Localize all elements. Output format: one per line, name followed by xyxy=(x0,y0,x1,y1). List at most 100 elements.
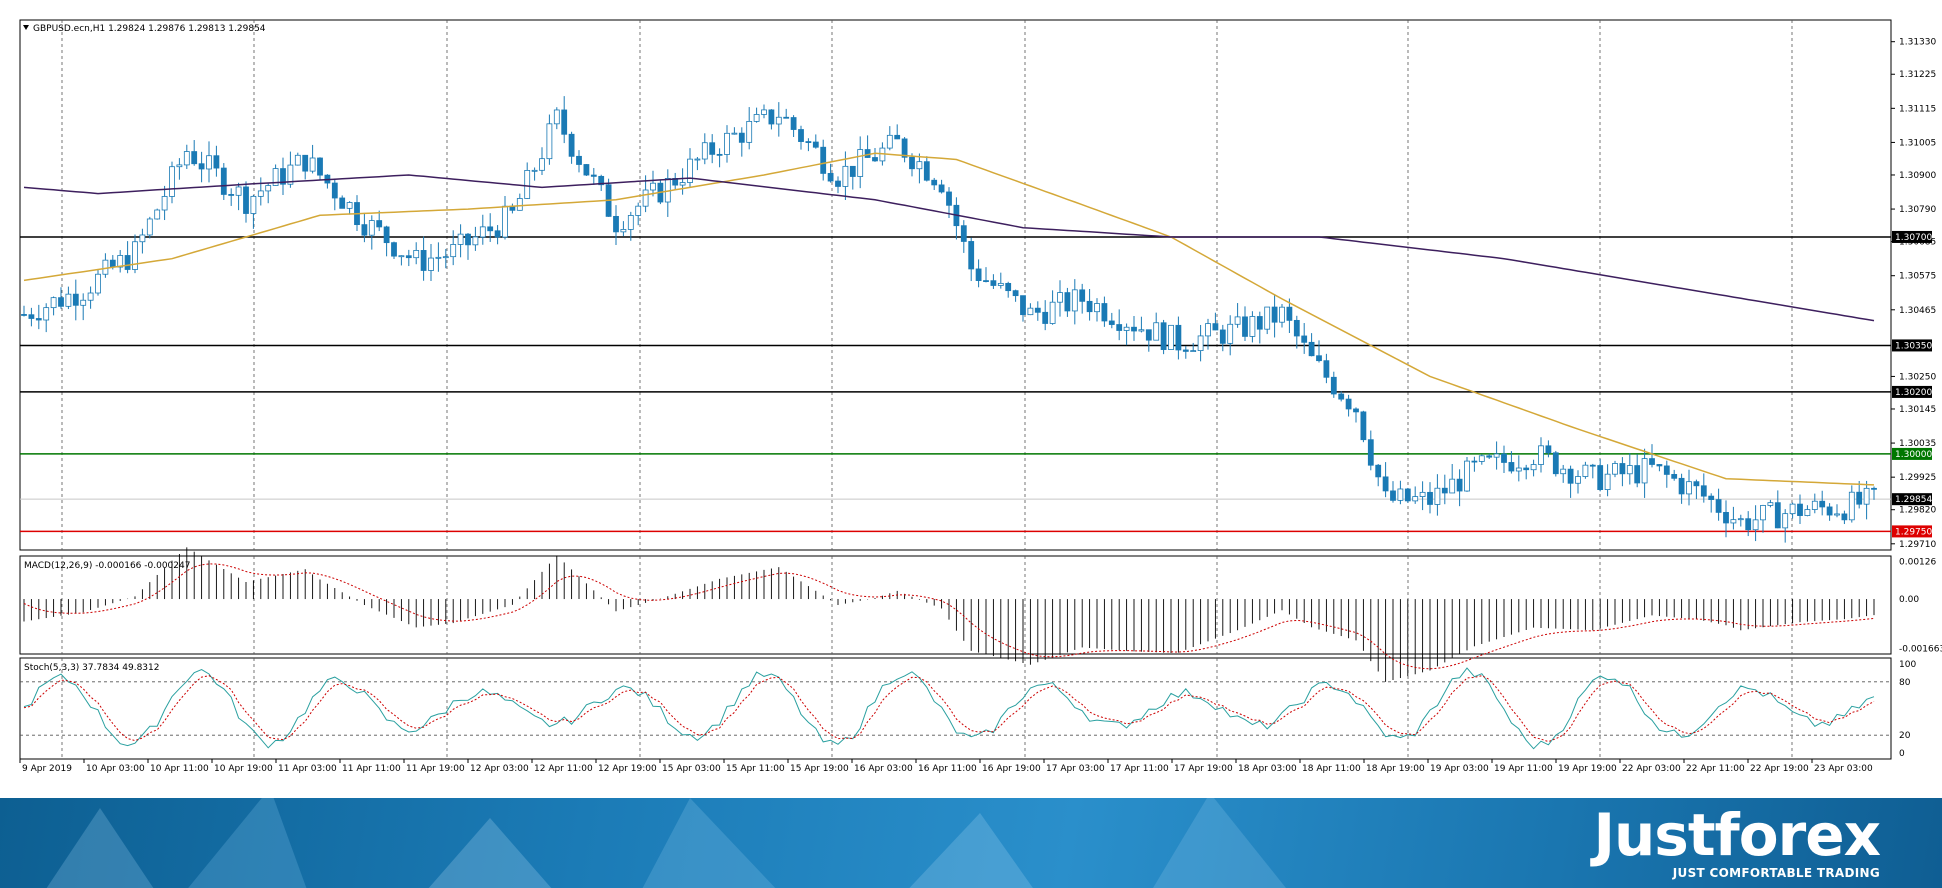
candle-body xyxy=(1678,477,1685,495)
candle-body xyxy=(1634,465,1641,484)
candle-body xyxy=(738,132,745,143)
candle-body xyxy=(1530,464,1537,471)
candle-body xyxy=(1486,455,1493,458)
time-tick-label: 18 Apr 11:00 xyxy=(1302,764,1361,774)
candle-body xyxy=(1649,458,1655,465)
candle-body xyxy=(753,114,760,122)
time-tick-label: 22 Apr 11:00 xyxy=(1686,764,1745,774)
candle-body xyxy=(243,186,249,214)
candle-body xyxy=(487,226,494,232)
candle-body xyxy=(872,157,878,162)
candle-body xyxy=(1848,491,1855,521)
candle-body xyxy=(65,293,72,307)
candle-body xyxy=(894,134,901,140)
price-tag xyxy=(1892,339,1932,352)
candle-body xyxy=(317,157,323,176)
candle-body xyxy=(1131,326,1137,332)
collapse-arrow-icon[interactable] xyxy=(23,25,29,30)
stoch-tick-label: 20 xyxy=(1899,731,1911,741)
candle-body xyxy=(346,202,353,209)
candle-body xyxy=(553,109,560,125)
candle-body xyxy=(117,255,124,268)
candle-body xyxy=(398,255,405,258)
price-tick-label: 1.30900 xyxy=(1899,171,1936,181)
candle-body xyxy=(1071,289,1078,312)
candle-body xyxy=(731,132,738,135)
candle-body xyxy=(1012,290,1019,297)
candle-body xyxy=(923,161,930,181)
candle-body xyxy=(383,226,390,244)
candle-body xyxy=(1567,468,1574,484)
price-tick-label: 1.29925 xyxy=(1899,473,1936,483)
candle-body xyxy=(87,292,94,301)
candle-body xyxy=(1641,458,1648,484)
candle-body xyxy=(109,259,116,268)
candle-body xyxy=(1094,303,1100,313)
candle-body xyxy=(102,259,109,275)
candle-body xyxy=(95,273,101,294)
candle-body xyxy=(1360,411,1367,441)
candle-body xyxy=(198,163,205,170)
candle-body xyxy=(213,155,220,169)
macd-axis: 0.00126 0.00 -0.001663 xyxy=(1899,558,1942,655)
candle-body xyxy=(28,314,35,319)
candle-body xyxy=(960,225,967,242)
candle-body xyxy=(206,155,212,170)
candle-body xyxy=(1057,292,1063,303)
candle-body xyxy=(546,123,553,160)
candle-body xyxy=(169,166,175,197)
candle-body xyxy=(161,196,168,211)
candle-body xyxy=(1523,467,1530,471)
time-tick-label: 19 Apr 03:00 xyxy=(1430,764,1489,774)
candle-body xyxy=(583,164,590,176)
candle-body xyxy=(287,164,294,185)
candle-body xyxy=(1027,307,1034,316)
candle-body xyxy=(709,142,716,155)
stoch-tick-label: 100 xyxy=(1899,660,1916,670)
stoch-axis: 100 80 20 0 xyxy=(1899,660,1916,759)
price-tag xyxy=(1892,447,1932,460)
footer-banner xyxy=(0,798,1942,888)
candle-body xyxy=(1856,491,1863,505)
candle-body xyxy=(1086,300,1093,313)
candle-body xyxy=(635,205,642,216)
candle-body xyxy=(1168,324,1174,350)
candle-body xyxy=(820,146,827,174)
candle-body xyxy=(1834,513,1840,516)
candle-body xyxy=(376,220,383,228)
candle-body xyxy=(805,141,812,143)
candle-body xyxy=(1316,355,1322,362)
price-tag-label: 1.29750 xyxy=(1895,527,1932,537)
candle-body xyxy=(1841,513,1848,521)
candle-body xyxy=(1597,465,1604,490)
macd-tick-label: 0.00126 xyxy=(1899,558,1936,568)
candle-body xyxy=(687,158,693,183)
candle-body xyxy=(1419,491,1426,497)
candle-body xyxy=(1160,322,1167,350)
time-tick-label: 18 Apr 03:00 xyxy=(1238,764,1297,774)
stoch-panel xyxy=(19,657,1892,760)
candle-body xyxy=(1811,500,1818,510)
candle-body xyxy=(1197,335,1204,352)
price-tick-label: 1.31005 xyxy=(1899,138,1936,148)
candle-body xyxy=(1552,452,1559,475)
candle-body xyxy=(1730,519,1737,524)
candle-body xyxy=(139,234,146,243)
candle-body xyxy=(1626,465,1633,475)
candle-body xyxy=(154,209,161,220)
candle-body xyxy=(1515,467,1522,472)
candle-body xyxy=(1441,487,1448,494)
time-tick-label: 22 Apr 19:00 xyxy=(1750,764,1809,774)
candle-body xyxy=(250,195,257,214)
candle-body xyxy=(1175,324,1182,351)
macd-tick-label: -0.001663 xyxy=(1899,644,1942,654)
macd-info: MACD(12,26,9) -0.000166 -0.000247 xyxy=(24,561,190,571)
candle-body xyxy=(1871,487,1877,490)
candle-body xyxy=(502,205,508,238)
candle-body xyxy=(391,242,397,257)
price-tag xyxy=(1892,385,1932,398)
candle-body xyxy=(1782,513,1789,529)
candle-body xyxy=(561,109,568,135)
candle-body xyxy=(790,117,797,130)
candle-body xyxy=(1145,329,1152,341)
